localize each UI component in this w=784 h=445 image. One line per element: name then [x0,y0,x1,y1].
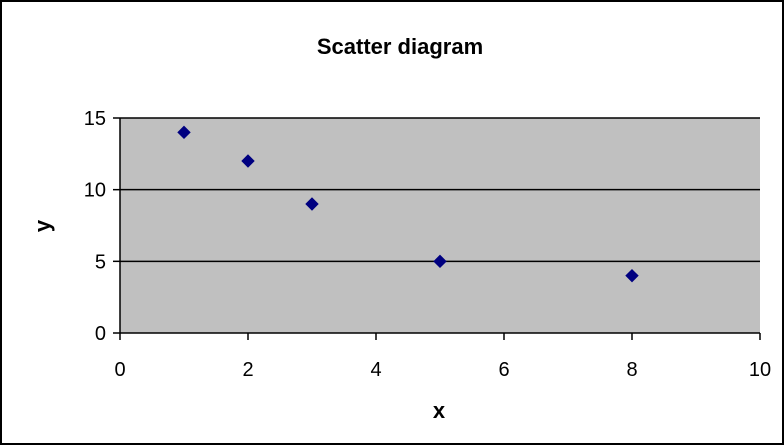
plot-background [120,118,760,333]
x-tick-label: 4 [370,359,381,381]
plot-area [120,118,760,333]
data-point [305,197,319,211]
data-point [625,268,639,283]
y-tick-label: 15 [84,108,106,130]
x-axis-label: x [433,398,446,423]
data-point [433,254,447,269]
data-points [177,125,639,283]
x-tick-label: 6 [498,359,509,381]
chart-title: Scatter diagram [317,34,483,59]
data-point [241,154,255,168]
tick-labels: 0 5 10 15 0 2 4 6 8 10 [84,108,771,381]
x-tick-label: 8 [626,359,637,381]
axes [113,117,761,340]
x-tick-label: 10 [749,359,771,381]
y-tick-label: 10 [84,180,106,202]
data-point [177,125,191,140]
x-tick-label: 2 [242,359,253,381]
y-tick-label: 0 [95,323,106,345]
y-tick-label: 5 [95,251,106,273]
x-tick-label: 0 [114,359,125,381]
y-axis-label: y [30,219,55,232]
